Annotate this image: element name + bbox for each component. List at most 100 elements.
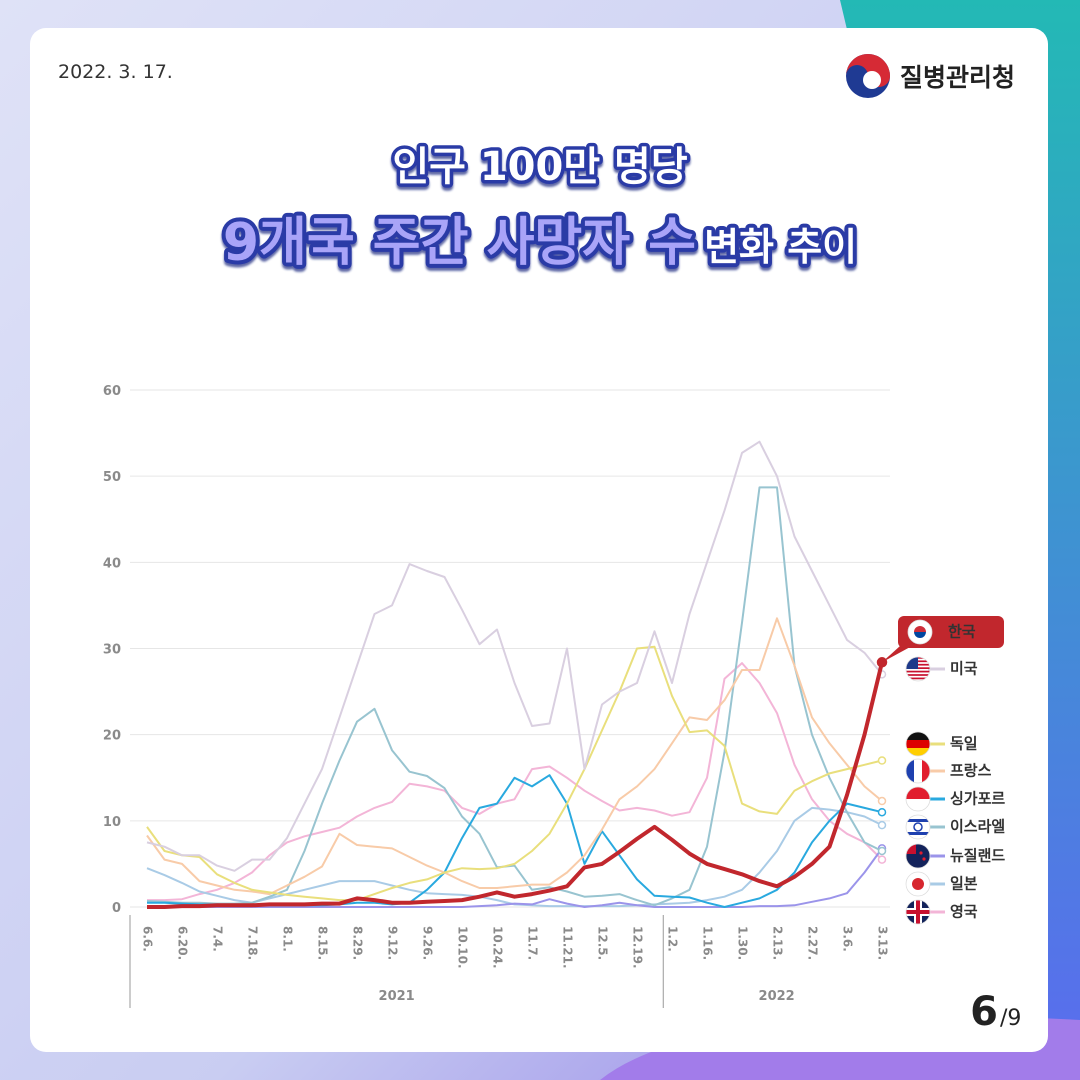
flag-border bbox=[905, 814, 931, 840]
flag-border bbox=[907, 619, 933, 645]
end-point bbox=[877, 820, 887, 830]
y-tick-label: 40 bbox=[103, 556, 121, 571]
flag-part bbox=[906, 759, 914, 783]
title-line: 9개국 주간 사망자 수 변화 추이 bbox=[223, 213, 857, 273]
legend-label: 프랑스 bbox=[950, 762, 992, 780]
series-line bbox=[146, 645, 883, 902]
flag-part bbox=[906, 677, 930, 680]
legend-item: 이스라엘 bbox=[905, 814, 1005, 840]
y-tick-label: 10 bbox=[103, 815, 121, 830]
y-tick-label: 30 bbox=[103, 643, 121, 658]
x-tick-label: 12.5. bbox=[596, 926, 610, 960]
x-tick-label: 6.20. bbox=[176, 926, 190, 960]
x-tick-label: 12.19. bbox=[631, 926, 645, 969]
series-line bbox=[147, 661, 884, 909]
x-tick-label: 8.1. bbox=[281, 926, 295, 952]
series-line bbox=[147, 662, 883, 902]
flag-part bbox=[922, 857, 926, 861]
end-point bbox=[877, 796, 887, 806]
legend-label: 이스라엘 bbox=[950, 818, 1005, 836]
x-tick-label: 3.13. bbox=[876, 926, 890, 960]
x-tick-label: 2.27. bbox=[806, 926, 820, 960]
page-current: 6 bbox=[970, 989, 998, 1035]
flag-part bbox=[914, 626, 926, 632]
x-tick-label: 8.15. bbox=[316, 926, 330, 960]
flag-border bbox=[905, 731, 931, 757]
y-tick-label: 60 bbox=[103, 384, 121, 399]
flag bbox=[906, 872, 930, 896]
flag bbox=[906, 815, 930, 839]
legend-label: 일본 bbox=[950, 875, 978, 893]
x-tick-label: 7.18. bbox=[246, 926, 260, 960]
legend-label: 미국 bbox=[950, 660, 978, 678]
x-tick-label: 2.13. bbox=[771, 926, 785, 960]
page-total: /9 bbox=[1000, 1006, 1021, 1031]
x-tick-label: 1.16. bbox=[701, 926, 715, 960]
series-line bbox=[146, 617, 883, 896]
date: 2022. 3. 17. bbox=[58, 61, 173, 83]
flag-part bbox=[919, 851, 923, 855]
flag-part bbox=[913, 822, 923, 832]
x-tick-label: 9.12. bbox=[386, 926, 400, 960]
legend-item: 독일 bbox=[905, 731, 978, 757]
series-line bbox=[146, 486, 883, 907]
plot: 0 10 20 30 40 50 60 6.6. 6.20. 7.4. 7.18. 8.1. 8.15.… bbox=[103, 384, 1005, 1008]
flag-part bbox=[916, 900, 920, 924]
title-line: 인구 100만 명당 bbox=[392, 144, 688, 190]
y-tick-label: 0 bbox=[112, 901, 121, 916]
x-tick-label: 11.7. bbox=[526, 926, 540, 960]
legend-item: 영국 bbox=[905, 899, 978, 925]
x-tick-label: 10.10. bbox=[456, 926, 470, 969]
y-tick-label: 50 bbox=[103, 470, 121, 485]
flag bbox=[906, 900, 930, 924]
series-line bbox=[146, 440, 883, 872]
flag-part bbox=[906, 844, 916, 854]
flag bbox=[906, 732, 930, 756]
x-tick-label: 3.6. bbox=[841, 926, 855, 952]
x-tick-label: 7.4. bbox=[211, 926, 225, 952]
legend-item: 싱가포르 bbox=[905, 786, 1005, 812]
flag-part bbox=[906, 748, 930, 756]
x-group-label: 2022 bbox=[759, 989, 795, 1004]
x-tick-label: 6.6. bbox=[141, 926, 155, 952]
flag-part bbox=[912, 878, 924, 890]
end-point bbox=[877, 846, 887, 856]
x-tick-label: 1.2. bbox=[666, 926, 680, 952]
flag-part bbox=[906, 674, 930, 676]
flag-part bbox=[906, 670, 930, 673]
flag bbox=[906, 759, 930, 783]
legend-label: 영국 bbox=[950, 903, 978, 921]
x-tick-label: 8.29. bbox=[351, 926, 365, 960]
flag-part bbox=[922, 759, 930, 783]
flag-border bbox=[905, 871, 931, 897]
flag-part bbox=[906, 819, 930, 822]
legend-item: 뉴질랜드 bbox=[905, 843, 1005, 869]
title-emphasis: 9개국 주간 사망자 수 bbox=[223, 213, 696, 273]
legend-pointer bbox=[882, 646, 912, 663]
flag bbox=[908, 620, 932, 644]
x-tick-label: 10.24. bbox=[491, 926, 505, 969]
legend-label: 뉴질랜드 bbox=[950, 847, 1005, 865]
x-tick-label: 11.21. bbox=[561, 926, 575, 969]
legend-label: 독일 bbox=[950, 735, 978, 753]
end-point bbox=[877, 756, 887, 765]
x-group-label: 2021 bbox=[379, 989, 415, 1004]
legend-label: 한국 bbox=[948, 623, 976, 641]
flag-border bbox=[905, 899, 931, 925]
legend-item: 일본 bbox=[905, 871, 978, 897]
series-line bbox=[147, 847, 883, 908]
card bbox=[30, 28, 1048, 1052]
flag-part bbox=[906, 787, 930, 799]
flag-border bbox=[905, 758, 931, 784]
flag-border bbox=[905, 786, 931, 812]
agency-name: 질병관리청 bbox=[900, 63, 1015, 92]
y-tick-label: 20 bbox=[103, 729, 121, 744]
logo bbox=[846, 54, 890, 98]
flag-part bbox=[914, 632, 926, 638]
title-tail: 변화 추이 bbox=[704, 225, 857, 269]
legend-item: 미국 bbox=[905, 656, 978, 682]
flag-part bbox=[906, 832, 930, 835]
flag-border bbox=[905, 843, 931, 869]
legend-item: 프랑스 bbox=[905, 758, 992, 784]
